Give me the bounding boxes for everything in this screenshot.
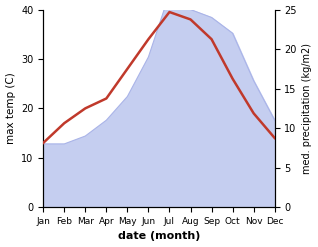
Y-axis label: med. precipitation (kg/m2): med. precipitation (kg/m2) (302, 43, 313, 174)
X-axis label: date (month): date (month) (118, 231, 200, 242)
Y-axis label: max temp (C): max temp (C) (5, 72, 16, 144)
